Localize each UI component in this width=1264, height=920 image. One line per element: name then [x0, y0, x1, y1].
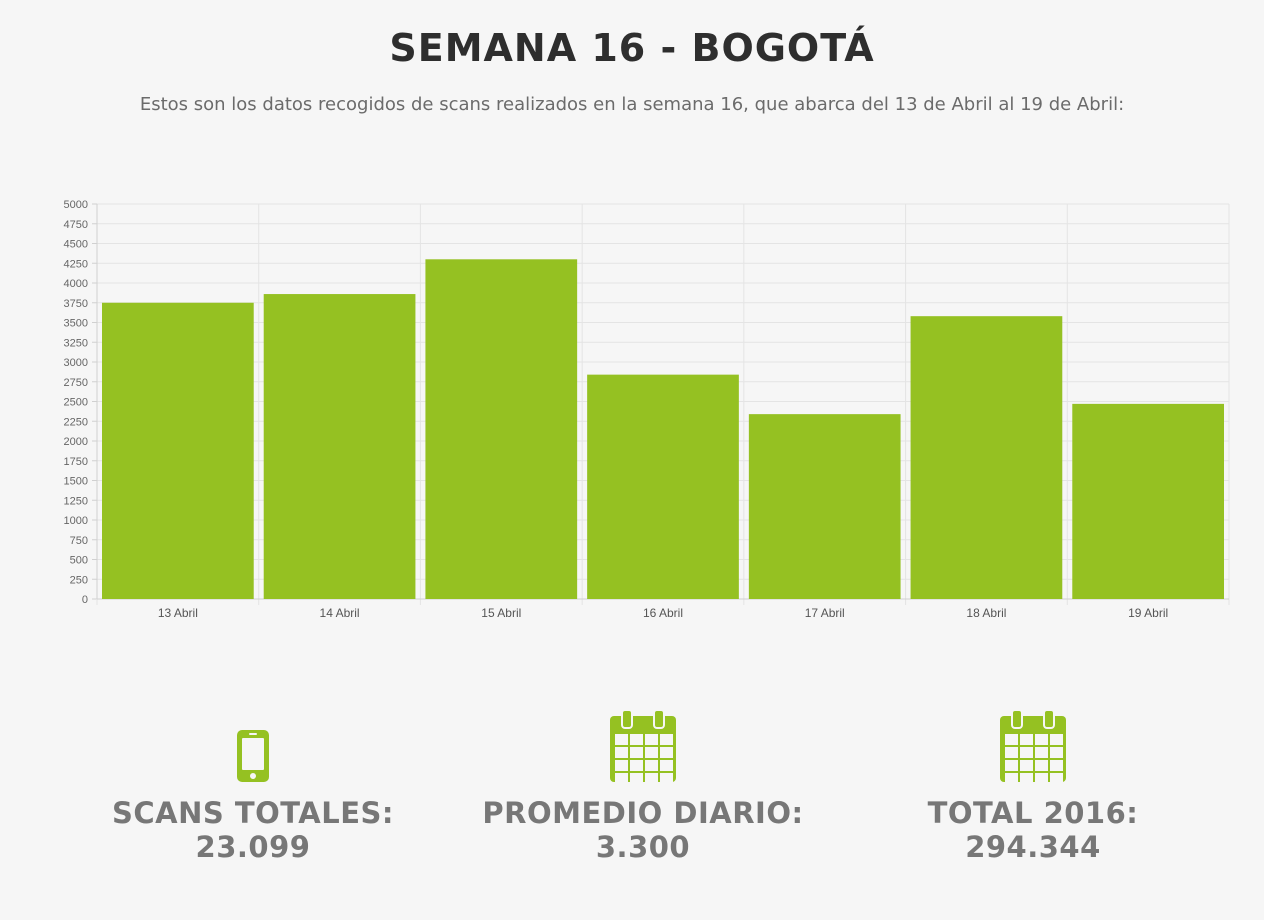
bar — [102, 302, 254, 599]
stat-total-2016: TOTAL 2016: 294.344 — [833, 700, 1233, 864]
stat-label: SCANS TOTALES: — [111, 796, 395, 830]
stat-label: PROMEDIO DIARIO: — [482, 796, 804, 830]
y-tick-label: 2250 — [64, 416, 88, 428]
y-tick-label: 3000 — [64, 357, 88, 369]
y-tick-label: 3750 — [64, 298, 88, 310]
stat-scans-totales: SCANS TOTALES: 23.099 — [53, 700, 453, 864]
stat-label: TOTAL 2016: — [927, 796, 1139, 830]
y-tick-label: 0 — [82, 594, 88, 606]
calendar-icon — [443, 700, 843, 782]
y-tick-label: 2750 — [64, 377, 88, 389]
y-tick-label: 2000 — [64, 436, 88, 448]
stat-value: 294.344 — [965, 830, 1101, 864]
y-tick-label: 250 — [70, 574, 88, 586]
page-subtitle: Estos son los datos recogidos de scans r… — [139, 94, 1125, 115]
stat-value: 23.099 — [195, 830, 311, 864]
x-tick-label: 19 Abril — [1128, 606, 1168, 620]
y-tick-label: 4000 — [64, 278, 88, 290]
x-tick-label: 14 Abril — [320, 606, 360, 620]
y-tick-label: 1000 — [64, 515, 88, 527]
y-tick-label: 750 — [70, 535, 88, 547]
y-tick-label: 1250 — [64, 495, 88, 507]
x-tick-label: 17 Abril — [805, 606, 845, 620]
bar — [910, 316, 1063, 599]
smartphone-icon — [53, 700, 453, 782]
stat-value: 3.300 — [595, 830, 691, 864]
x-tick-label: 13 Abril — [158, 606, 198, 620]
page-title: SEMANA 16 - BOGOTÁ — [389, 26, 875, 70]
bar — [425, 259, 578, 599]
y-tick-label: 500 — [70, 555, 88, 567]
y-tick-label: 3500 — [64, 318, 88, 330]
x-tick-label: 15 Abril — [481, 606, 521, 620]
x-tick-label: 16 Abril — [643, 606, 683, 620]
bar — [1072, 403, 1224, 599]
y-tick-label: 4500 — [64, 239, 88, 251]
calendar-icon — [833, 700, 1233, 782]
bar — [263, 294, 416, 599]
x-tick-label: 18 Abril — [966, 606, 1006, 620]
y-tick-label: 4750 — [64, 219, 88, 231]
bar — [748, 414, 901, 599]
y-tick-label: 4250 — [64, 258, 88, 270]
bar-chart: 0 250 500 750 1000 1250 1500 1750 2000 2250 2500 27… — [64, 199, 1230, 620]
stat-promedio-diario: PROMEDIO DIARIO: 3.300 — [443, 700, 843, 864]
bar — [587, 374, 739, 599]
y-tick-label: 5000 — [64, 199, 88, 211]
y-tick-label: 1500 — [64, 476, 88, 488]
y-tick-label: 3250 — [64, 337, 88, 349]
y-tick-label: 1750 — [64, 456, 88, 468]
y-tick-label: 2500 — [64, 397, 88, 409]
